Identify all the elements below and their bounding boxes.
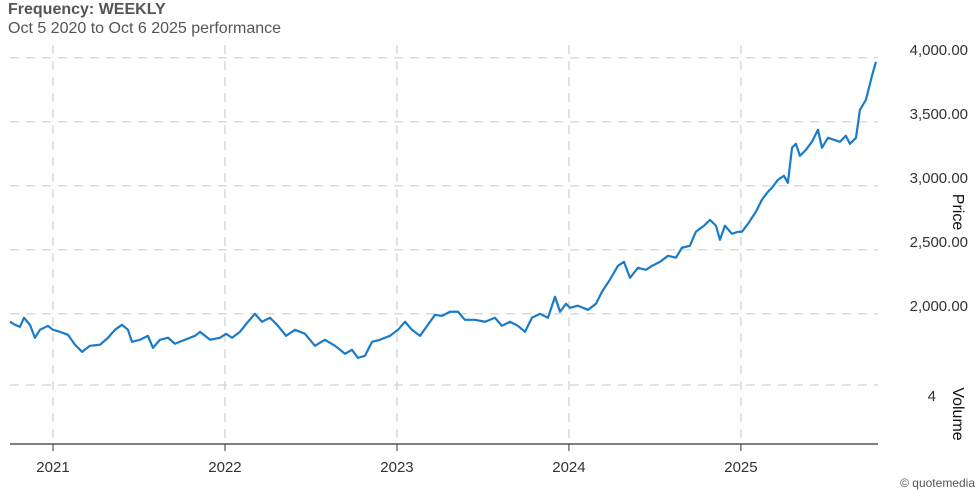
y-tick-label: 3,500.00 xyxy=(910,106,968,123)
volume-tick-label: 4 xyxy=(928,388,936,405)
y-tick-label: 2,500.00 xyxy=(910,234,968,251)
chart-subtitle: Oct 5 2020 to Oct 6 2025 performance xyxy=(8,20,281,37)
x-tick-label: 2025 xyxy=(724,459,757,476)
chart-title: Frequency: WEEKLY xyxy=(8,1,166,18)
x-tick-label: 2023 xyxy=(380,459,413,476)
x-tick-label: 2024 xyxy=(552,459,585,476)
volume-axis-label: Volume xyxy=(949,387,966,440)
y-tick-label: 3,000.00 xyxy=(910,170,968,187)
credit: © quotemedia xyxy=(900,476,975,490)
y-tick-label: 4,000.00 xyxy=(910,42,968,59)
x-tick-label: 2021 xyxy=(36,459,69,476)
y-axis-label: Price xyxy=(949,194,966,231)
y-tick-label: 2,000.00 xyxy=(910,298,968,315)
price-line xyxy=(9,61,877,359)
x-tick-label: 2022 xyxy=(208,459,241,476)
